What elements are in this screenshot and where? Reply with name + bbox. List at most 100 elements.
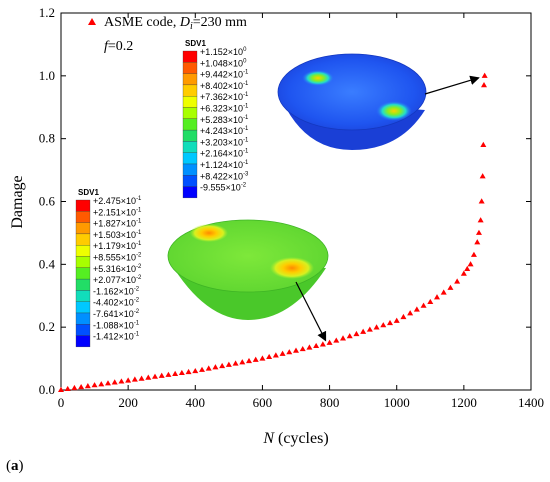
contour-legend-title: SDV1 — [78, 188, 99, 197]
contour-label: -7.641×10-2 — [93, 309, 140, 319]
arrow-upper — [424, 75, 480, 95]
contour-label: -1.088×10-1 — [93, 320, 140, 330]
contour-mantissa: +4.243 — [200, 126, 228, 136]
data-point — [478, 198, 485, 204]
contour-label: +5.316×10-2 — [93, 264, 142, 274]
data-point — [373, 324, 380, 330]
contour-mantissa: +8.402 — [200, 81, 228, 91]
data-point — [279, 350, 286, 356]
contour-mantissa: +9.442 — [200, 70, 228, 80]
data-point — [387, 319, 393, 326]
y-tick-label: 0.2 — [39, 319, 55, 334]
contour-swatch — [182, 152, 198, 165]
contour-exponent: -1 — [134, 332, 140, 338]
contour-times-ten: ×10 — [228, 171, 243, 181]
contour-label: +8.422×10-3 — [200, 171, 249, 181]
contour-exponent: 0 — [243, 58, 247, 64]
data-point — [440, 289, 447, 295]
contour-label: +2.164×10-1 — [200, 149, 249, 159]
contour-mantissa: +7.362 — [200, 92, 228, 102]
contour-mantissa: -1.162 — [93, 286, 119, 296]
data-point — [306, 344, 313, 350]
contour-exponent: -2 — [134, 286, 140, 292]
contour-swatch — [182, 96, 198, 108]
data-point — [138, 375, 145, 381]
contour-label: +3.203×10-1 — [200, 137, 249, 147]
contour-exponent: -2 — [136, 275, 142, 281]
data-point — [400, 313, 407, 320]
series-points — [58, 72, 488, 392]
contour-times-ten: ×10 — [228, 149, 243, 159]
contour-exponent: -1 — [243, 115, 249, 121]
contour-mantissa: -1.412 — [93, 332, 119, 342]
data-point — [481, 72, 488, 78]
contour-exponent: -1 — [134, 320, 140, 326]
contour-exponent: -2 — [134, 298, 140, 304]
legend-prefix: ASME code, — [104, 15, 180, 30]
contour-label: +7.362×10-1 — [200, 92, 249, 102]
contour-swatch — [182, 73, 198, 86]
data-point — [58, 386, 64, 392]
data-point — [225, 361, 232, 367]
x-axis-label-var: N — [262, 430, 275, 447]
data-point — [212, 364, 219, 370]
contour-times-ten: ×10 — [121, 264, 136, 274]
contour-legend-upper: SDV1+1.152×100+1.048×100+9.442×10-1+8.40… — [182, 39, 249, 199]
contour-swatch — [182, 141, 198, 153]
data-point — [266, 353, 273, 360]
contour-mantissa: +5.283 — [200, 115, 228, 125]
contour-label: -9.555×10-2 — [200, 183, 247, 193]
legend-var: D — [179, 15, 190, 30]
contour-mantissa: +8.555 — [93, 253, 121, 263]
y-tick-label: 0.8 — [39, 131, 55, 146]
data-point — [464, 265, 471, 272]
contour-times-ten: ×10 — [228, 115, 243, 125]
y-tick-label: 0.4 — [39, 256, 56, 271]
data-point — [178, 369, 185, 376]
data-point — [286, 349, 293, 355]
contour-mantissa: +2.164 — [200, 149, 228, 159]
data-point — [474, 239, 481, 245]
data-point — [447, 284, 454, 290]
legend-note: f=0.2 — [104, 39, 133, 54]
contour-label: +1.048×100 — [200, 58, 247, 68]
contour-mantissa: +1.124 — [200, 160, 228, 170]
data-point — [64, 385, 71, 392]
data-point — [185, 368, 192, 375]
data-point — [84, 383, 91, 389]
panel-letter: a — [11, 458, 19, 474]
legend-entry: ASME code, Di=230 mm — [104, 15, 247, 32]
contour-swatch — [182, 62, 198, 74]
data-point — [192, 367, 199, 374]
contour-times-ten: ×10 — [121, 275, 136, 285]
legend-note-var: f — [104, 39, 110, 54]
x-axis-ticks: 0 200 400 600 800 1000 1200 1400 — [58, 13, 544, 410]
contour-swatch — [75, 199, 91, 212]
data-point — [434, 294, 440, 300]
contour-swatch — [182, 129, 198, 142]
contour-exponent: -1 — [243, 81, 249, 87]
contour-mantissa: -1.088 — [93, 320, 119, 330]
contour-mantissa: -4.402 — [93, 298, 119, 308]
arrow-lower — [295, 281, 327, 342]
contour-swatch — [75, 312, 91, 325]
contour-exponent: -1 — [243, 137, 249, 143]
contour-swatch — [182, 118, 198, 131]
data-point — [470, 251, 477, 257]
data-point — [393, 317, 400, 323]
data-point — [199, 366, 205, 372]
legend-suffix: =230 mm — [193, 15, 247, 30]
data-point — [477, 217, 484, 223]
legend-sub: i — [190, 21, 193, 32]
data-point — [152, 373, 158, 379]
legend-note-val: =0.2 — [108, 39, 133, 54]
data-point — [105, 380, 111, 386]
contour-times-ten: ×10 — [228, 160, 243, 170]
data-point — [259, 355, 266, 361]
contour-times-ten: ×10 — [121, 253, 136, 263]
data-point — [480, 141, 487, 147]
contour-exponent: -1 — [243, 92, 249, 98]
contour-label: +8.555×10-2 — [93, 253, 142, 263]
contour-swatch — [75, 290, 91, 302]
contour-mantissa: +1.503 — [93, 230, 121, 240]
